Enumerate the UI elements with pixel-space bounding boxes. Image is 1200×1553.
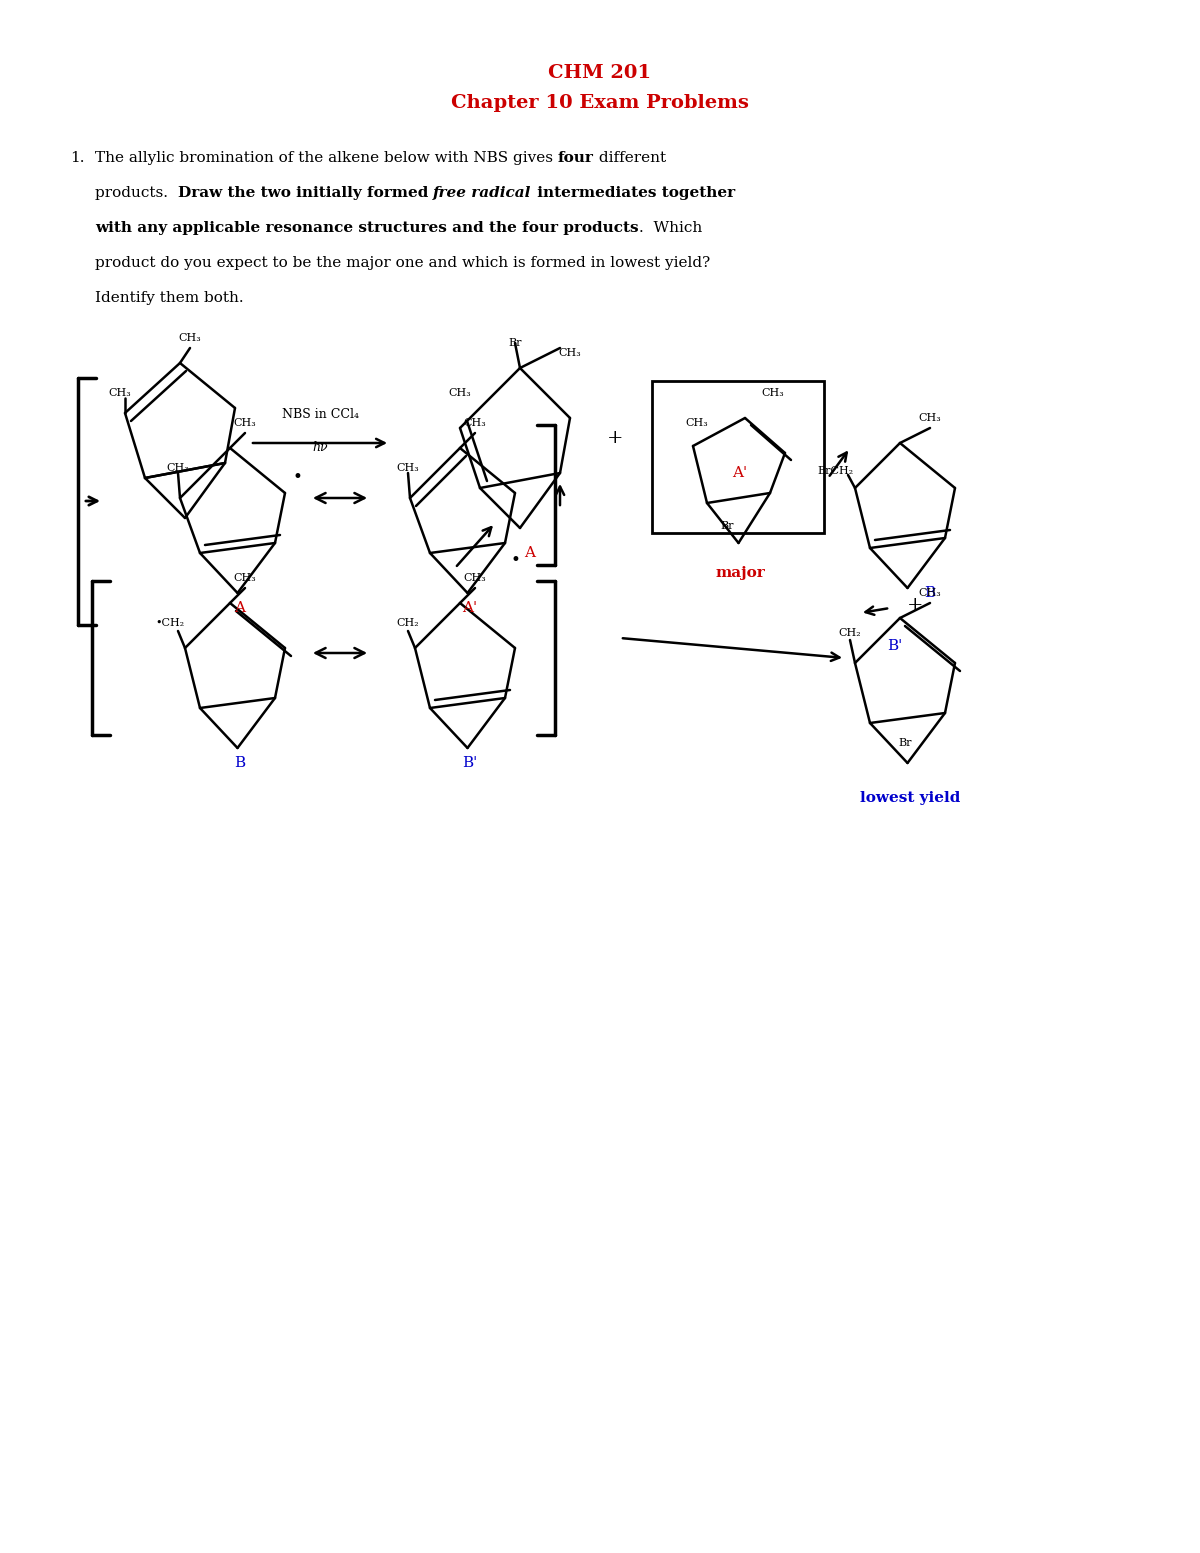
Text: CH₃: CH₃: [919, 413, 941, 422]
Text: with any applicable resonance structures and the four products: with any applicable resonance structures…: [95, 221, 638, 235]
Text: +: +: [907, 596, 923, 613]
Text: Br: Br: [720, 520, 733, 531]
Text: lowest yield: lowest yield: [860, 790, 960, 804]
Text: B: B: [924, 585, 936, 599]
Text: •: •: [510, 553, 520, 570]
Text: A': A': [732, 466, 748, 480]
Text: CH₃: CH₃: [919, 589, 941, 598]
Text: Br: Br: [899, 738, 912, 749]
Text: Draw the two initially formed: Draw the two initially formed: [178, 186, 433, 200]
Text: intermediates together: intermediates together: [532, 186, 734, 200]
Text: 1.: 1.: [70, 151, 84, 165]
Text: A: A: [524, 547, 535, 561]
Text: +: +: [607, 429, 623, 447]
Text: •: •: [292, 469, 302, 486]
Text: different: different: [594, 151, 666, 165]
Text: CH₃: CH₃: [234, 418, 257, 429]
Text: CH₃: CH₃: [449, 388, 472, 398]
Text: CHM 201: CHM 201: [548, 64, 652, 82]
Text: The allylic bromination of the alkene below with NBS gives: The allylic bromination of the alkene be…: [95, 151, 558, 165]
Text: .  Which: . Which: [638, 221, 702, 235]
Text: B': B': [462, 756, 478, 770]
Text: major: major: [715, 565, 764, 579]
Text: BrCH₂: BrCH₂: [817, 466, 853, 477]
Text: CH₂: CH₂: [839, 627, 862, 638]
Text: Br: Br: [509, 339, 522, 348]
Text: B: B: [234, 756, 246, 770]
Text: B': B': [887, 638, 902, 652]
Text: •CH₂: •CH₂: [156, 618, 185, 627]
Text: Chapter 10 Exam Problems: Chapter 10 Exam Problems: [451, 95, 749, 112]
Text: CH₃: CH₃: [685, 418, 708, 429]
Text: A: A: [234, 601, 246, 615]
Text: product do you expect to be the major one and which is formed in lowest yield?: product do you expect to be the major on…: [95, 256, 710, 270]
Text: CH₃: CH₃: [179, 332, 202, 343]
Text: four: four: [558, 151, 594, 165]
Text: products.: products.: [95, 186, 178, 200]
Text: CH₃: CH₃: [234, 573, 257, 582]
Text: Identify them both.: Identify them both.: [95, 290, 244, 304]
Text: CH₃: CH₃: [463, 418, 486, 429]
Text: free radical: free radical: [433, 186, 532, 200]
Text: CH₃: CH₃: [167, 463, 190, 474]
Text: A': A': [462, 601, 478, 615]
Text: NBS in CCl₄: NBS in CCl₄: [282, 408, 359, 421]
Text: hν: hν: [312, 441, 328, 455]
Text: CH₃: CH₃: [762, 388, 785, 398]
Text: CH₃: CH₃: [463, 573, 486, 582]
Bar: [652, 380, 824, 533]
Text: CH₃: CH₃: [397, 463, 419, 474]
Text: CH₃: CH₃: [559, 348, 581, 359]
Text: CH₃: CH₃: [109, 388, 131, 398]
Text: CH₂: CH₂: [397, 618, 419, 627]
